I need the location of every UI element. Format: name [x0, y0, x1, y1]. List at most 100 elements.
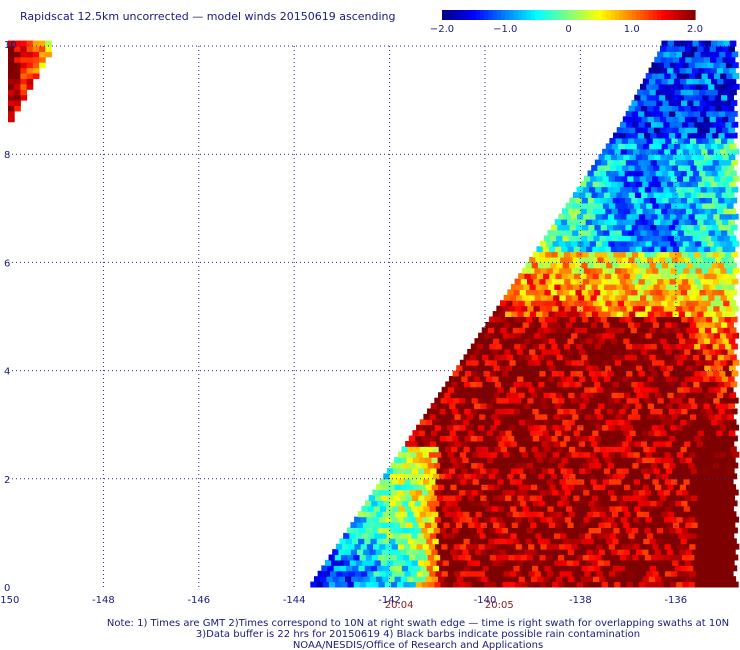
heatmap-cell [690, 440, 698, 447]
heatmap-cell [549, 484, 557, 491]
heatmap-cell [655, 78, 662, 85]
heatmap-cell [567, 311, 574, 317]
heatmap-cell [389, 500, 397, 507]
heatmap-cell [405, 467, 413, 474]
heatmap-cell [440, 554, 447, 561]
heatmap-cell [674, 197, 682, 204]
heatmap-cell [626, 397, 634, 404]
heatmap-cell [348, 570, 356, 577]
heatmap-cell [398, 532, 406, 539]
heatmap-cell [548, 522, 556, 528]
heatmap-cell [691, 116, 698, 123]
heatmap-cell [689, 570, 697, 577]
heatmap-cell [731, 121, 739, 128]
heatmap-cell [395, 565, 403, 572]
heatmap-cell [399, 467, 407, 474]
heatmap-cell [582, 278, 590, 285]
heatmap-cell [20, 94, 28, 101]
heatmap-cell [575, 316, 583, 323]
heatmap-cell [694, 527, 701, 534]
heatmap-cell [45, 46, 52, 52]
heatmap-cell [667, 300, 675, 307]
heatmap-cell [327, 565, 335, 572]
heatmap-cell [703, 154, 711, 161]
heatmap-cell [516, 413, 524, 420]
heatmap-cell [689, 478, 697, 485]
heatmap-cell [464, 462, 472, 469]
heatmap-cell [624, 327, 632, 334]
heatmap-cell [634, 229, 641, 236]
heatmap-cell [700, 110, 707, 117]
heatmap-cell [538, 289, 545, 296]
heatmap-cell [537, 262, 545, 269]
heatmap-cell [532, 316, 540, 323]
heatmap-cell [613, 316, 620, 323]
heatmap-cell [628, 559, 636, 566]
heatmap-cell [576, 489, 584, 496]
heatmap-cell [728, 46, 735, 52]
heatmap-cell [685, 549, 693, 556]
heatmap-cell [332, 576, 340, 583]
heatmap-cell [650, 186, 658, 193]
heatmap-cell [694, 462, 702, 469]
heatmap-cell [728, 56, 736, 63]
heatmap-cell [593, 446, 601, 453]
heatmap-cell [508, 554, 516, 561]
heatmap-cell [517, 338, 525, 345]
heatmap-cell [727, 137, 734, 144]
heatmap-cell [664, 424, 671, 431]
heatmap-cell [536, 495, 543, 501]
heatmap-cell [588, 186, 596, 193]
heatmap-cell [534, 321, 542, 328]
heatmap-cell [691, 338, 699, 345]
heatmap-cell [652, 175, 659, 182]
heatmap-cell [724, 289, 732, 296]
heatmap-cell [724, 316, 732, 323]
heatmap-cell [588, 316, 595, 323]
heatmap-cell [692, 208, 699, 215]
heatmap-cell [351, 538, 359, 545]
heatmap-cell [679, 300, 687, 307]
heatmap-cell [505, 403, 512, 409]
heatmap-cell [660, 273, 668, 280]
heatmap-cell [707, 424, 715, 431]
heatmap-cell [426, 538, 434, 545]
heatmap-cell [703, 284, 710, 290]
heatmap-cell [662, 565, 669, 572]
heatmap-cell [526, 370, 534, 377]
heatmap-cell [615, 294, 622, 301]
heatmap-cell [645, 451, 653, 458]
colorbar-segment [686, 10, 692, 20]
heatmap-cell [708, 321, 716, 328]
heatmap-cell [604, 522, 612, 528]
heatmap-cell [664, 359, 672, 366]
heatmap-cell [393, 559, 400, 566]
heatmap-cell [576, 554, 584, 561]
heatmap-cell [520, 527, 528, 534]
heatmap-cell [621, 202, 629, 209]
colorbar-segment [501, 10, 506, 20]
heatmap-cell [517, 522, 525, 528]
heatmap-cell [644, 186, 652, 193]
heatmap-cell [603, 376, 611, 382]
heatmap-cell [724, 408, 732, 415]
heatmap-cell [656, 343, 664, 350]
heatmap-cell [618, 197, 626, 204]
heatmap-cell [691, 56, 699, 63]
heatmap-cell [714, 543, 721, 550]
heatmap-cell [526, 278, 534, 285]
heatmap-cell [715, 192, 723, 198]
heatmap-cell [600, 316, 608, 323]
heatmap-cell [697, 246, 705, 253]
heatmap-cell [719, 186, 726, 193]
heatmap-cell [557, 251, 565, 258]
heatmap-cell [492, 559, 500, 566]
heatmap-cell [603, 321, 610, 328]
heatmap-cell [570, 305, 578, 312]
heatmap-cell [700, 527, 707, 534]
heatmap-cell [665, 192, 673, 198]
heatmap-cell [431, 549, 439, 556]
heatmap-cell [572, 256, 580, 263]
heatmap-cell [705, 446, 713, 453]
heatmap-cell [715, 256, 722, 263]
